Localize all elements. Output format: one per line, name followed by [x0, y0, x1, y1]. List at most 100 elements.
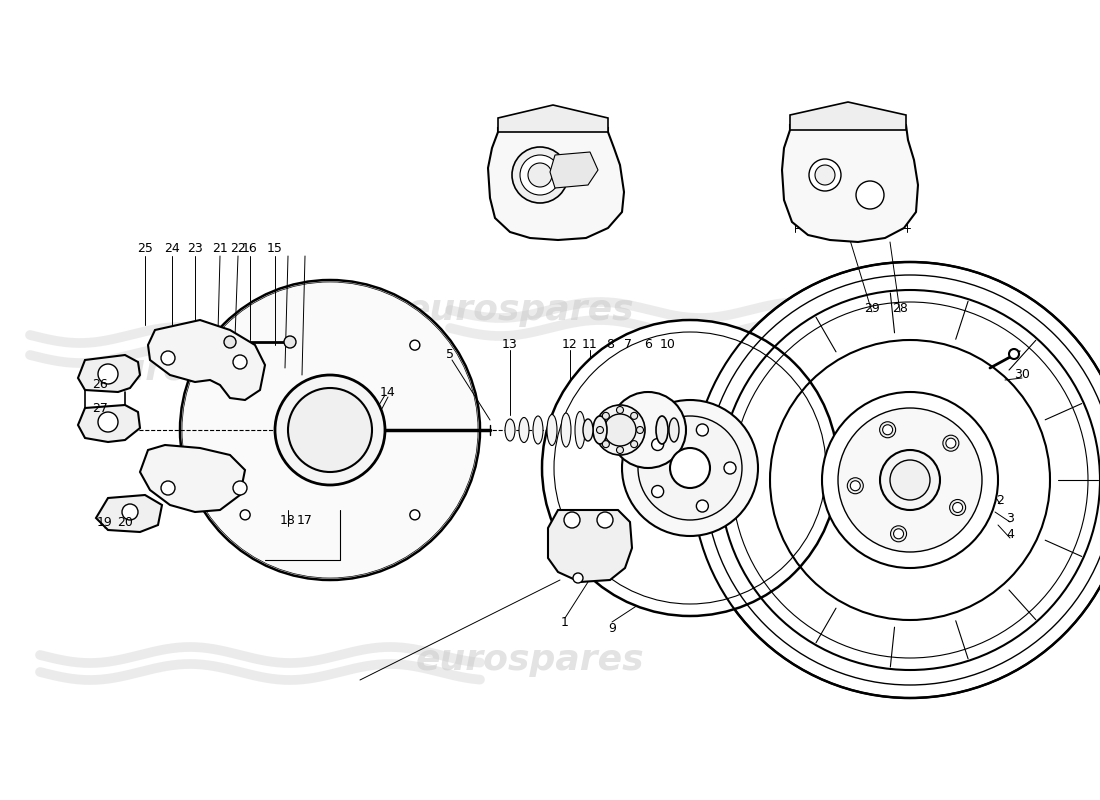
Circle shape: [98, 364, 118, 384]
Text: 7: 7: [624, 338, 632, 351]
Ellipse shape: [669, 418, 679, 442]
Circle shape: [512, 147, 568, 203]
Circle shape: [528, 163, 552, 187]
Text: 17: 17: [297, 514, 312, 526]
Circle shape: [822, 392, 998, 568]
Circle shape: [724, 462, 736, 474]
Circle shape: [808, 159, 842, 191]
Circle shape: [610, 392, 686, 468]
Text: eurospares: eurospares: [406, 293, 635, 327]
Circle shape: [696, 424, 708, 436]
Circle shape: [815, 165, 835, 185]
Text: 26: 26: [92, 378, 108, 391]
Circle shape: [630, 412, 638, 419]
Text: 23: 23: [187, 242, 202, 254]
Text: 15: 15: [267, 242, 283, 254]
Ellipse shape: [547, 414, 557, 446]
Ellipse shape: [561, 413, 571, 447]
Circle shape: [122, 504, 138, 520]
Circle shape: [616, 446, 624, 454]
Polygon shape: [488, 128, 624, 240]
Circle shape: [224, 336, 236, 348]
Circle shape: [890, 460, 930, 500]
Text: 18: 18: [280, 514, 296, 526]
Circle shape: [880, 450, 940, 510]
Circle shape: [838, 408, 982, 552]
Polygon shape: [96, 495, 162, 532]
Text: 28: 28: [892, 302, 907, 314]
Circle shape: [856, 181, 884, 209]
Circle shape: [275, 375, 385, 485]
Ellipse shape: [534, 416, 543, 444]
Polygon shape: [550, 152, 598, 188]
Text: 4: 4: [1006, 529, 1014, 542]
Text: 16: 16: [242, 242, 257, 254]
Text: 11: 11: [582, 338, 598, 351]
Circle shape: [410, 510, 420, 520]
Circle shape: [893, 529, 903, 538]
Circle shape: [637, 426, 644, 434]
Text: 19: 19: [97, 515, 113, 529]
Ellipse shape: [519, 418, 529, 442]
Polygon shape: [790, 102, 906, 130]
Text: 27: 27: [92, 402, 108, 414]
Circle shape: [240, 510, 250, 520]
Circle shape: [573, 573, 583, 583]
Circle shape: [597, 512, 613, 528]
Text: 12: 12: [562, 338, 578, 351]
Polygon shape: [782, 125, 918, 242]
Circle shape: [98, 412, 118, 432]
Polygon shape: [148, 320, 265, 400]
Circle shape: [410, 340, 420, 350]
Circle shape: [621, 400, 758, 536]
Text: 24: 24: [164, 242, 180, 254]
Circle shape: [284, 336, 296, 348]
Ellipse shape: [593, 416, 607, 444]
Circle shape: [603, 412, 609, 419]
Circle shape: [616, 406, 624, 414]
Circle shape: [161, 481, 175, 495]
Text: 9: 9: [608, 622, 616, 634]
Circle shape: [670, 448, 710, 488]
Circle shape: [880, 422, 895, 438]
Circle shape: [630, 441, 638, 448]
Circle shape: [1009, 349, 1019, 359]
Circle shape: [696, 500, 708, 512]
Ellipse shape: [656, 416, 668, 444]
Text: 14: 14: [381, 386, 396, 399]
Polygon shape: [78, 355, 140, 392]
Ellipse shape: [583, 419, 593, 441]
Circle shape: [520, 155, 560, 195]
Circle shape: [603, 441, 609, 448]
Text: 10: 10: [660, 338, 675, 351]
Circle shape: [638, 416, 743, 520]
Circle shape: [949, 499, 966, 515]
Circle shape: [651, 486, 663, 498]
Text: eurospares: eurospares: [96, 353, 324, 387]
Text: 3: 3: [1006, 511, 1014, 525]
Ellipse shape: [505, 419, 515, 441]
Circle shape: [604, 414, 636, 446]
Circle shape: [850, 481, 860, 490]
Circle shape: [651, 438, 663, 450]
Circle shape: [564, 512, 580, 528]
Circle shape: [288, 388, 372, 472]
Circle shape: [943, 435, 959, 451]
Text: 20: 20: [117, 515, 133, 529]
Circle shape: [233, 481, 248, 495]
Circle shape: [300, 400, 360, 460]
Polygon shape: [548, 510, 632, 582]
Text: 13: 13: [502, 338, 518, 351]
Circle shape: [312, 412, 348, 448]
Circle shape: [847, 478, 864, 494]
Circle shape: [180, 280, 480, 580]
Circle shape: [233, 355, 248, 369]
Circle shape: [953, 502, 962, 513]
Text: 2: 2: [997, 494, 1004, 506]
Polygon shape: [78, 405, 140, 442]
Circle shape: [595, 405, 645, 455]
Circle shape: [161, 351, 175, 365]
Circle shape: [882, 425, 892, 434]
Text: 5: 5: [446, 349, 454, 362]
Text: 25: 25: [138, 242, 153, 254]
